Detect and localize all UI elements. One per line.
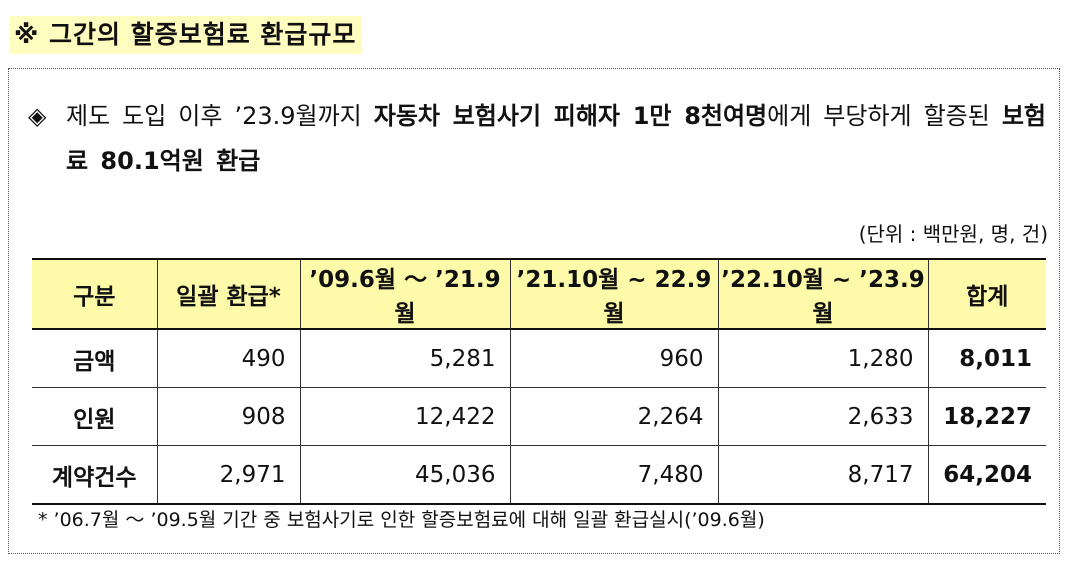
table-row: 금액 490 5,281 960 1,280 8,011 [32, 328, 1046, 388]
column-header: 일괄 환급* [156, 258, 301, 330]
table-row: 계약건수 2,971 45,036 7,480 8,717 64,204 [32, 445, 1046, 505]
row-header: 금액 [32, 328, 158, 388]
content-box [8, 68, 1060, 554]
column-header: 합계 [927, 258, 1046, 330]
column-header: ’22.10월 ~ ’23.9월 [717, 258, 929, 330]
table-cell: 8,717 [717, 445, 929, 505]
header-row: 구분 일괄 환급* ’09.6월 ～ ’21.9월 ’21.10월 ~ 22.9월 ’2… [32, 258, 1046, 330]
row-header: 인원 [32, 387, 158, 446]
summary: 제도 도입 이후 ’23.9월까지 자동차 보험사기 피해자 1만 8천여명에게… [66, 94, 1046, 184]
summary-emphasis: 자동차 보험사기 피해자 1만 8천여명 [373, 102, 768, 130]
table-cell: 8,011 [927, 328, 1046, 388]
table-cell: 2,633 [717, 387, 929, 446]
table-cell: 908 [156, 387, 301, 446]
unit-note: (단위 : 백만원, 명, 건) [858, 222, 1048, 246]
summary-text: 제도 도입 이후 ’23.9월까지 [66, 102, 374, 130]
summary-text: 에게 부당하게 할증된 [767, 102, 1002, 130]
bullet: ◈ [28, 102, 47, 130]
table-cell: 7,480 [509, 445, 719, 505]
table-cell: 5,281 [299, 328, 511, 388]
column-header: ’09.6월 ～ ’21.9월 [299, 258, 511, 330]
table-cell: 1,280 [717, 328, 929, 388]
table-cell: 2,971 [156, 445, 301, 505]
table-cell: 12,422 [299, 387, 511, 446]
column-header: 구분 [32, 258, 158, 330]
summary-emphasis: 보험료 80.1억원 환급 [66, 102, 1046, 175]
table-cell: 2,264 [509, 387, 719, 446]
table-body: 금액 490 5,281 960 1,280 8,011 인원 908 12,422 2,264 2… [32, 328, 1046, 505]
table-row: 인원 908 12,422 2,264 2,633 18,227 [32, 387, 1046, 446]
table-cell: 64,204 [927, 445, 1046, 505]
table-cell: 960 [509, 328, 719, 388]
table-cell: 490 [156, 328, 301, 388]
refund-table: 구분 일괄 환급* ’09.6월 ～ ’21.9월 ’21.10월 ~ 22.9월 ’2… [32, 258, 1046, 505]
section-title: ※ 그간의 할증보험료 환급규모 [10, 16, 363, 54]
table-cell: 18,227 [927, 387, 1046, 446]
column-header: ’21.10월 ~ 22.9월 [509, 258, 719, 330]
table-cell: 45,036 [299, 445, 511, 505]
row-header: 계약건수 [32, 445, 158, 505]
footnote: * ’06.7월 ～ ’09.5월 기간 중 보험사기로 인한 할증보험료에 대… [38, 509, 765, 531]
